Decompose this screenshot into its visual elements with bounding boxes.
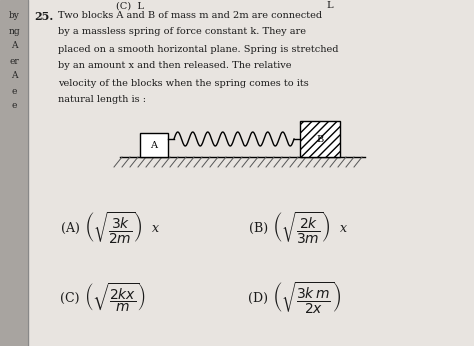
Bar: [140, 133, 168, 157]
Text: (C): (C): [61, 291, 80, 304]
Text: x: x: [152, 221, 159, 235]
Text: A: A: [151, 140, 157, 149]
Text: e: e: [11, 101, 17, 110]
Text: (C)  L: (C) L: [116, 1, 144, 10]
Text: by: by: [9, 11, 19, 20]
Text: (B): (B): [249, 221, 268, 235]
Text: (A): (A): [61, 221, 80, 235]
Text: ng: ng: [8, 27, 20, 36]
Text: A: A: [11, 42, 17, 51]
Text: $\left(\sqrt{\dfrac{3k\,m}{2x}}\right)$: $\left(\sqrt{\dfrac{3k\,m}{2x}}\right)$: [272, 280, 341, 316]
Text: e: e: [11, 86, 17, 95]
Text: natural length is :: natural length is :: [58, 95, 146, 104]
Text: $\left(\sqrt{\dfrac{2k}{3m}}\right)$: $\left(\sqrt{\dfrac{2k}{3m}}\right)$: [272, 210, 331, 246]
Text: 25.: 25.: [34, 11, 53, 22]
Text: by a massless spring of force constant k. They are: by a massless spring of force constant k…: [58, 27, 306, 36]
Text: placed on a smooth horizontal plane. Spring is stretched: placed on a smooth horizontal plane. Spr…: [58, 45, 338, 54]
Text: x: x: [340, 221, 347, 235]
Text: A: A: [11, 72, 17, 81]
Text: velocity of the blocks when the spring comes to its: velocity of the blocks when the spring c…: [58, 79, 309, 88]
Text: B: B: [316, 135, 324, 144]
Text: $\left(\sqrt{\dfrac{3k}{2m}}\right)$: $\left(\sqrt{\dfrac{3k}{2m}}\right)$: [84, 210, 143, 246]
Text: $\left(\sqrt{\dfrac{2kx}{m}}\right)$: $\left(\sqrt{\dfrac{2kx}{m}}\right)$: [84, 282, 146, 315]
Text: Two blocks A and B of mass m and 2m are connected: Two blocks A and B of mass m and 2m are …: [58, 10, 322, 19]
Text: by an amount x and then released. The relative: by an amount x and then released. The re…: [58, 62, 292, 71]
Bar: [300, 121, 340, 157]
Bar: [0, 0, 28, 346]
Text: (D): (D): [248, 291, 268, 304]
Text: L: L: [327, 1, 333, 10]
Text: er: er: [9, 56, 19, 65]
